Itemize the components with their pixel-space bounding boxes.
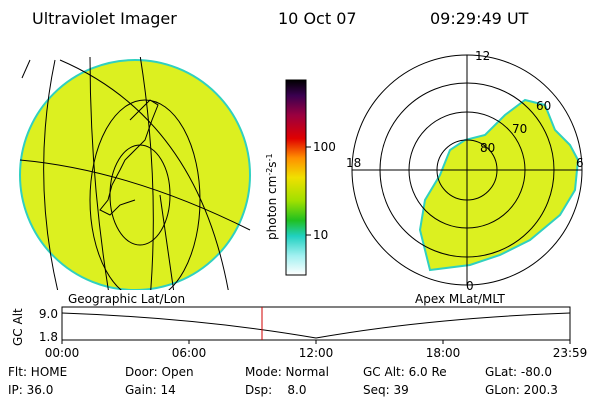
altitude-curve bbox=[61, 312, 571, 339]
status-field: Flt: HOME bbox=[8, 365, 67, 379]
status-field: GC Alt: 6.0 Re bbox=[363, 365, 447, 379]
unit: photon cm bbox=[265, 176, 279, 240]
panel-label: Apex MLat/MLT bbox=[415, 292, 505, 306]
polar-image bbox=[351, 54, 583, 286]
x-tick-label: 23:59 bbox=[553, 346, 588, 360]
mlt-label: 0 bbox=[466, 279, 474, 293]
status-field: Mode: Normal bbox=[245, 365, 329, 379]
lat-label: 70 bbox=[512, 122, 527, 136]
status-field: IP: 36.0 bbox=[8, 383, 53, 397]
mlt-label: 12 bbox=[475, 49, 490, 63]
unit: -2 bbox=[265, 168, 274, 176]
status-field: Door: Open bbox=[125, 365, 194, 379]
x-tick-label: 00:00 bbox=[45, 346, 80, 360]
unit: -1 bbox=[265, 153, 274, 161]
geographic-image bbox=[19, 57, 251, 290]
mlt-label: 6 bbox=[576, 156, 584, 170]
x-ticks: 00:00 06:00 12:00 18:00 23:59 bbox=[45, 340, 588, 360]
mlt-label: 18 bbox=[346, 156, 361, 170]
y-tick-label: 9.0 bbox=[39, 307, 58, 321]
x-tick-label: 06:00 bbox=[172, 346, 207, 360]
altitude-frame bbox=[61, 306, 571, 341]
date: 10 Oct 07 bbox=[278, 9, 357, 28]
unit: s bbox=[265, 161, 279, 167]
time: 09:29:49 UT bbox=[430, 9, 529, 28]
title: Ultraviolet Imager bbox=[32, 9, 177, 28]
lat-label: 60 bbox=[536, 99, 551, 113]
x-tick-label: 18:00 bbox=[426, 346, 461, 360]
y-tick-label: 1.8 bbox=[39, 330, 58, 344]
altitude-axis-label: GC Alt bbox=[11, 308, 25, 346]
lat-label: 80 bbox=[480, 141, 495, 155]
x-tick-label: 12:00 bbox=[299, 346, 334, 360]
tick bbox=[21, 59, 31, 79]
colorbar-tick-label: 100 bbox=[313, 140, 336, 154]
status-field: Dsp: 8.0 bbox=[245, 383, 307, 397]
status-field: GLat: -80.0 bbox=[485, 365, 552, 379]
status-field: GLon: 200.3 bbox=[485, 383, 558, 397]
status-field: Seq: 39 bbox=[363, 383, 409, 397]
colorbar bbox=[285, 79, 307, 276]
colorbar-tick-label: 10 bbox=[313, 228, 328, 242]
panel-label: Geographic Lat/Lon bbox=[68, 292, 185, 306]
colorbar-unit: photon cm-2s-1 bbox=[265, 153, 279, 240]
status: Flt: HOME Door: Open Mode: Normal GC Alt: 6… bbox=[8, 365, 558, 397]
status-field: Gain: 14 bbox=[125, 383, 176, 397]
